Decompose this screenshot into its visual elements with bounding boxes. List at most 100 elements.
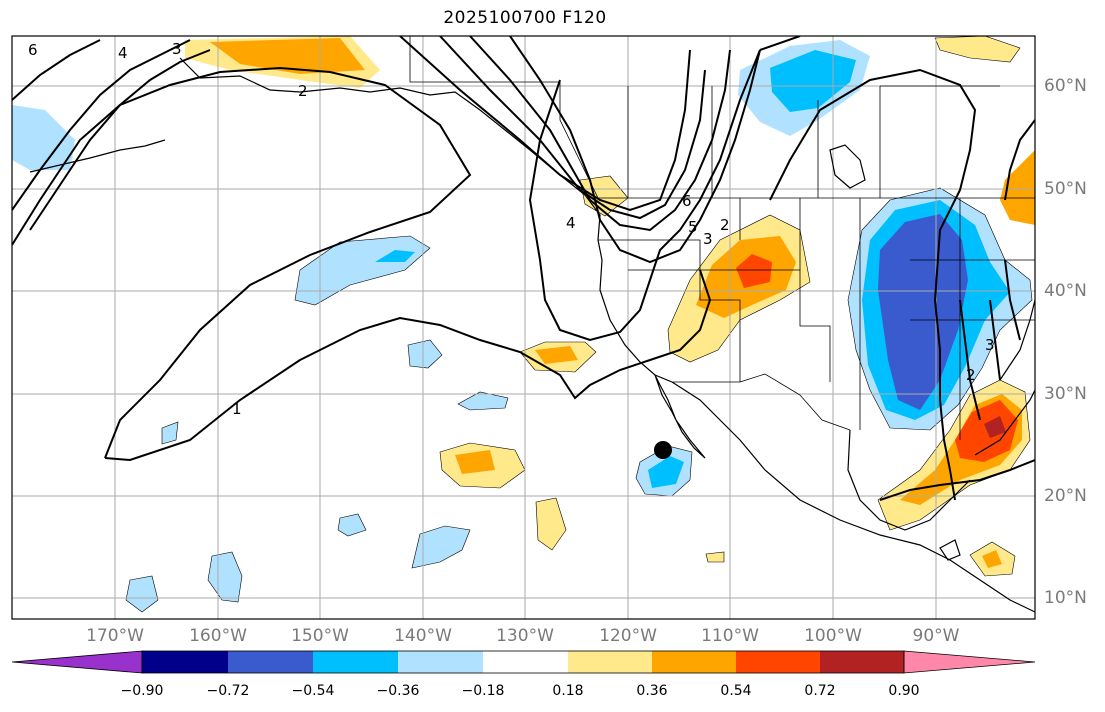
contour-3: [509, 36, 761, 264]
lat-label-10: 10°N: [1044, 588, 1087, 608]
anomaly-positive-pacific-3: [535, 497, 567, 551]
anomaly-negative-pacific-7: [207, 551, 243, 603]
colorbar-segment: [398, 651, 483, 673]
map-panel: [12, 36, 1035, 619]
lon-label-100: 100°W: [804, 626, 862, 646]
anomaly-positive-southeast-peak: [955, 400, 1018, 462]
marker-point: [654, 441, 672, 459]
lon-label-130: 130°W: [496, 626, 554, 646]
map-title: 2025100700 F120: [443, 8, 607, 28]
anomaly-positive-alaska-core: [210, 38, 365, 74]
borders: [409, 36, 1035, 440]
coast-aleutians: [29, 139, 166, 173]
colorbar-tick-label: −0.72: [206, 683, 250, 699]
lon-label-120: 120°W: [599, 626, 657, 646]
contour-6: [399, 36, 691, 212]
colorbar-segment: [652, 651, 736, 673]
colorbar-tick-label: −0.18: [461, 683, 505, 699]
contour-gulf: [879, 459, 1035, 501]
contour-label: 3: [172, 40, 182, 58]
coast-hudson: [829, 144, 866, 189]
map-frame: [11, 35, 1036, 620]
coast-gulf: [847, 429, 971, 531]
border-us-mexico: [672, 373, 851, 431]
colorbar-extend-high: [903, 650, 1036, 674]
colorbar-tick-label: 0.72: [804, 683, 836, 699]
colorbar-tick-label: 0.54: [720, 683, 752, 699]
colorbar-extend-low: [11, 650, 143, 674]
contour-nw-1: [12, 39, 101, 101]
coast-alaska: [179, 57, 673, 383]
coast-baja: [654, 374, 706, 459]
lon-label-90: 90°W: [912, 626, 960, 646]
contour-east-1: [959, 259, 1021, 421]
contour-5: [439, 36, 706, 220]
lon-label-160: 160°W: [189, 626, 247, 646]
coastlines: [29, 57, 1035, 613]
anomaly-negative-pacific-5: [337, 513, 367, 537]
contour-2: [528, 49, 761, 342]
lat-label-40: 40°N: [1044, 281, 1087, 301]
anomaly-negative-pacific-8: [125, 575, 159, 613]
colorbar-segment: [228, 651, 313, 673]
contour-label: 5: [688, 218, 698, 236]
anomaly-negative-northwest: [12, 105, 75, 170]
lat-label-20: 20°N: [1044, 486, 1087, 506]
lat-label-30: 30°N: [1044, 384, 1087, 404]
contour-nw-3: [29, 49, 211, 231]
contour-label: 6: [682, 192, 692, 210]
lat-label-50: 50°N: [1044, 179, 1087, 199]
colorbar-frame: [141, 650, 905, 674]
contour-big-east: [759, 36, 977, 501]
anomaly-negative-pacific-6: [411, 525, 471, 569]
contour-label: 3: [703, 230, 713, 248]
contour-label: 2: [720, 216, 730, 234]
contour-4: [469, 36, 731, 232]
coast-mexico: [671, 381, 1035, 613]
contour-label: 6: [28, 41, 38, 59]
anomaly-positive-central-america-core: [982, 550, 1002, 568]
coast-yucatan: [939, 539, 961, 561]
colorbar-tick-label: −0.36: [376, 683, 420, 699]
colorbar-segment: [483, 651, 568, 673]
contour-label: 4: [118, 44, 128, 62]
anomaly-positive-southeast-max: [984, 416, 1006, 438]
contour-label: 1: [232, 400, 242, 418]
border-states-3: [739, 198, 1035, 440]
lon-label-170: 170°W: [86, 626, 144, 646]
colorbar-tick-label: −0.54: [291, 683, 335, 699]
border-states-1: [598, 239, 741, 382]
lon-label-110: 110°W: [701, 626, 759, 646]
contour-label: 3: [985, 336, 995, 354]
anomaly-positive-pacific-1-core: [535, 346, 578, 364]
colorbar-tick-label: 0.36: [636, 683, 668, 699]
anomaly-negative-canada-core: [770, 50, 856, 112]
contour-ne: [1004, 119, 1035, 201]
anomaly-positive-east-coast: [1000, 150, 1035, 225]
colorbar-tick-label: −0.90: [120, 683, 164, 699]
coast-florida: [974, 389, 1035, 456]
anomaly-positive-northeast: [934, 36, 1021, 63]
contour-labels: 6 4 3 2 1 6 5 4 3 2 3 2: [28, 40, 995, 418]
anomaly-negative-central-us-core: [878, 214, 968, 410]
contour-label: 4: [566, 214, 576, 232]
border-states-2: [628, 269, 831, 382]
colorbar: [11, 650, 1036, 674]
colorbar-segment: [820, 651, 904, 673]
colorbar-tick-label: 0.18: [552, 683, 584, 699]
contour-nw-2: [12, 39, 191, 211]
colorbar-segment: [313, 651, 398, 673]
anomaly-negative-baja-core: [648, 456, 684, 488]
coast-east: [999, 299, 1035, 381]
contour-label: 2: [298, 82, 308, 100]
colorbar-segment: [142, 651, 228, 673]
anomaly-positive-pacific-2-core: [455, 450, 495, 474]
lon-label-140: 140°W: [394, 626, 452, 646]
gridlines: [12, 36, 1035, 619]
anomaly-positive-rockies-peak: [736, 254, 772, 288]
contours: [12, 36, 1035, 501]
colorbar-tick-label: 0.90: [888, 683, 920, 699]
contour-label: 2: [966, 366, 976, 384]
anomaly-negative-pacific-1-core: [375, 250, 415, 262]
